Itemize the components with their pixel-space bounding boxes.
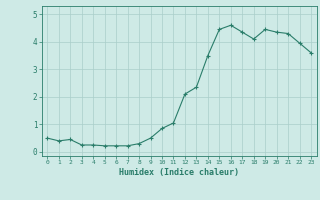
X-axis label: Humidex (Indice chaleur): Humidex (Indice chaleur): [119, 168, 239, 177]
